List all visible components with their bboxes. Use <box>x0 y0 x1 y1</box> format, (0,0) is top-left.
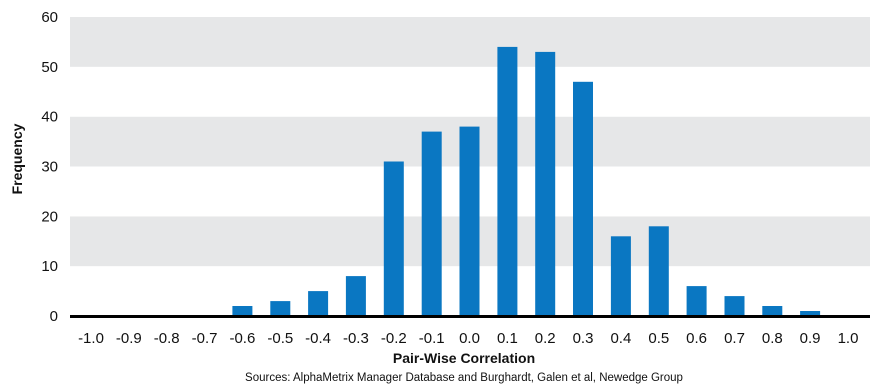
x-tick-label: -0.4 <box>305 330 331 347</box>
bar <box>497 46 518 317</box>
grid-band <box>70 17 870 67</box>
x-tick-label: -0.1 <box>419 330 445 347</box>
x-axis-title: Pair-Wise Correlation <box>393 350 535 366</box>
x-tick-label: -0.2 <box>381 330 407 347</box>
x-tick-label: -0.3 <box>343 330 369 347</box>
x-tick-label: 0.0 <box>459 330 480 347</box>
y-tick-label: 0 <box>50 308 58 325</box>
bar <box>724 296 745 316</box>
y-tick-label: 20 <box>41 208 58 225</box>
x-tick-label: -0.8 <box>154 330 180 347</box>
x-tick-label: 0.3 <box>573 330 594 347</box>
bar <box>648 226 669 316</box>
bar <box>232 306 253 316</box>
grid-bands <box>70 17 870 316</box>
y-tick-label: 60 <box>41 9 58 26</box>
x-tick-label: 0.8 <box>762 330 783 347</box>
bar <box>800 311 821 316</box>
bar <box>308 291 329 316</box>
bar <box>573 81 593 316</box>
x-tick-label: 1.0 <box>838 330 859 347</box>
y-tick-label: 10 <box>41 258 58 275</box>
grid-band <box>70 66 870 117</box>
x-tick-label: -1.0 <box>78 330 104 347</box>
y-tick-label: 50 <box>41 59 58 76</box>
bar <box>383 161 404 316</box>
x-tick-label: 0.1 <box>497 330 518 347</box>
x-tick-label: 0.2 <box>535 330 556 347</box>
x-tick-label: 0.6 <box>686 330 707 347</box>
x-tick-label: -0.9 <box>116 330 142 347</box>
x-tick-label: -0.7 <box>192 330 218 347</box>
y-tick-label: 40 <box>41 109 58 126</box>
x-tick-label: -0.6 <box>229 330 255 347</box>
bar <box>270 301 291 316</box>
bar <box>421 131 442 316</box>
y-tick-labels: 0 10 20 30 40 50 60 <box>41 9 58 325</box>
x-tick-labels: -1.0 -0.9 -0.8 -0.7 -0.6 -0.5 -0.4 -0.3 -0.2 -0.1… <box>78 330 858 347</box>
x-tick-label: 0.7 <box>724 330 745 347</box>
bar <box>762 306 783 316</box>
bars <box>232 46 821 317</box>
x-tick-label: 0.9 <box>800 330 821 347</box>
x-tick-label: -0.5 <box>267 330 293 347</box>
x-tick-label: 0.5 <box>648 330 669 347</box>
bar <box>345 276 366 316</box>
x-tick-label: 0.4 <box>610 330 631 347</box>
source-note: Sources: AlphaMetrix Manager Database an… <box>245 372 683 384</box>
bar <box>610 236 631 316</box>
bar <box>459 126 480 316</box>
bar <box>535 51 556 317</box>
y-axis-title: Frequency <box>9 123 25 194</box>
bar <box>686 286 707 316</box>
y-tick-label: 30 <box>41 159 58 176</box>
